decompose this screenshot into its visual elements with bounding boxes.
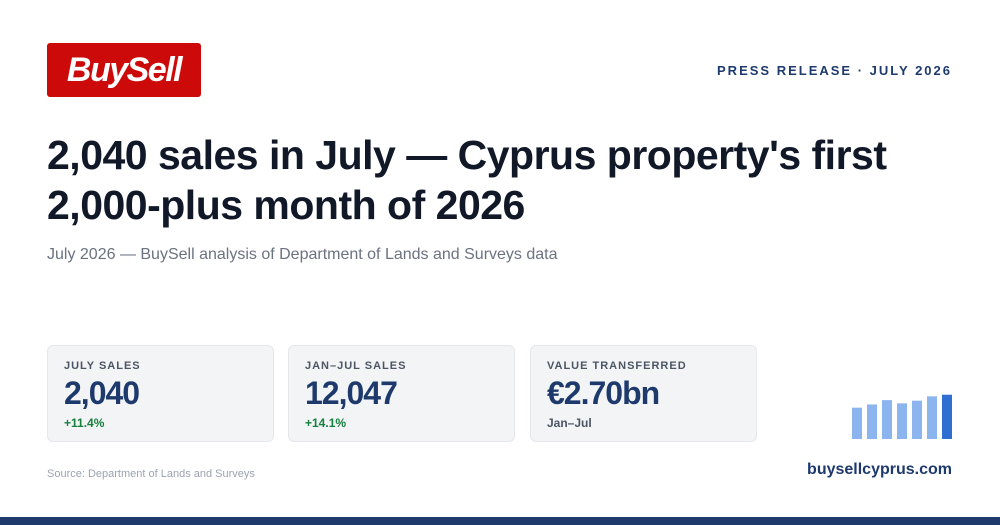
chart-bar-7 xyxy=(942,394,952,439)
stat-card-july-sales: JULY SALES 2,040 +11.4% xyxy=(47,345,274,442)
chart-bar-6 xyxy=(927,396,937,439)
buysell-logo[interactable]: BuySell xyxy=(47,43,201,97)
chart-bar-3 xyxy=(882,400,892,439)
stat-value: 2,040 xyxy=(64,375,140,411)
stat-label: VALUE TRANSFERRED xyxy=(547,360,687,372)
stat-delta: +14.1% xyxy=(305,416,347,430)
monthly-sales-mini-chart xyxy=(852,394,952,439)
logo-text: BuySell xyxy=(66,50,183,89)
stat-card-jan-jul-sales: JAN–JUL SALES 12,047 +14.1% xyxy=(288,345,515,442)
chart-bar-4 xyxy=(897,403,907,439)
page-title: 2,040 sales in July — Cyprus property's … xyxy=(47,132,887,228)
press-release-tag: PRESS RELEASE · JULY 2026 xyxy=(717,63,952,78)
stat-period: Jan–Jul xyxy=(547,416,592,430)
source-note: Source: Department of Lands and Surveys xyxy=(47,468,255,480)
chart-bar-5 xyxy=(912,400,922,439)
stat-delta: +11.4% xyxy=(64,416,105,430)
stat-card-value-transferred: VALUE TRANSFERRED €2.70bn Jan–Jul xyxy=(530,345,757,442)
chart-bar-2 xyxy=(867,404,877,439)
stat-label: JAN–JUL SALES xyxy=(305,360,407,372)
stat-label: JULY SALES xyxy=(64,360,141,372)
stat-value: 12,047 xyxy=(305,375,398,411)
footer-bar xyxy=(0,517,1000,525)
chart-bar-1 xyxy=(852,407,862,439)
website-link[interactable]: buysellcyprus.com xyxy=(807,461,952,478)
subtitle: July 2026 — BuySell analysis of Departme… xyxy=(47,246,558,263)
stat-value: €2.70bn xyxy=(547,375,660,411)
